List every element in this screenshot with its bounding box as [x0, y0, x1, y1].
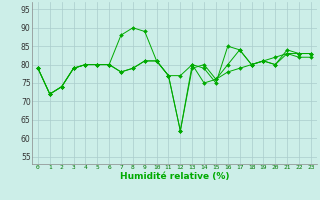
- X-axis label: Humidité relative (%): Humidité relative (%): [120, 172, 229, 181]
